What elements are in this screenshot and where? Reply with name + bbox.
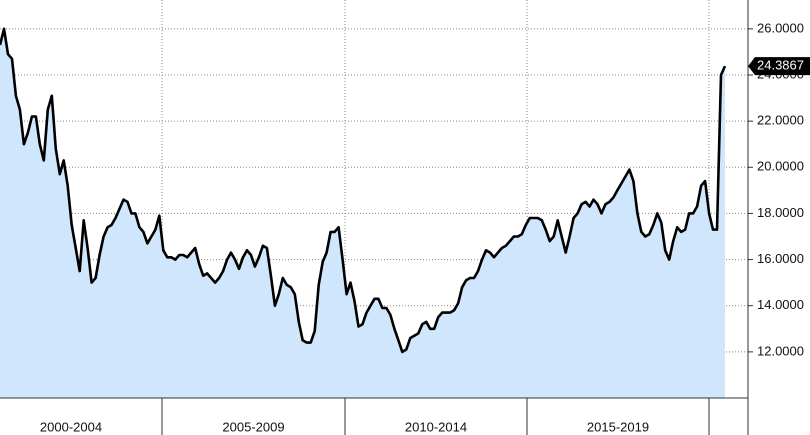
x-tick-label: 2005-2009 — [222, 419, 284, 434]
x-tick-label: 2010-2014 — [405, 419, 467, 434]
y-tick-label: 14.0000 — [757, 297, 804, 312]
y-tick-label: 22.0000 — [757, 113, 804, 128]
y-tick-label: 20.0000 — [757, 159, 804, 174]
y-tick-label: 12.0000 — [757, 343, 804, 358]
x-tick-label: 2015-2019 — [587, 419, 649, 434]
last-value-label: 24.3867 — [757, 58, 804, 73]
line — [0, 27, 727, 354]
last-value-tag — [748, 57, 810, 76]
y-tick-label: 26.0000 — [757, 20, 804, 35]
y-tick-label: 16.0000 — [757, 251, 804, 266]
x-tick-label: 2000-2004 — [40, 419, 102, 434]
x-axis-strip — [0, 398, 748, 435]
y-tick-label: 18.0000 — [757, 205, 804, 220]
area — [0, 28, 725, 399]
